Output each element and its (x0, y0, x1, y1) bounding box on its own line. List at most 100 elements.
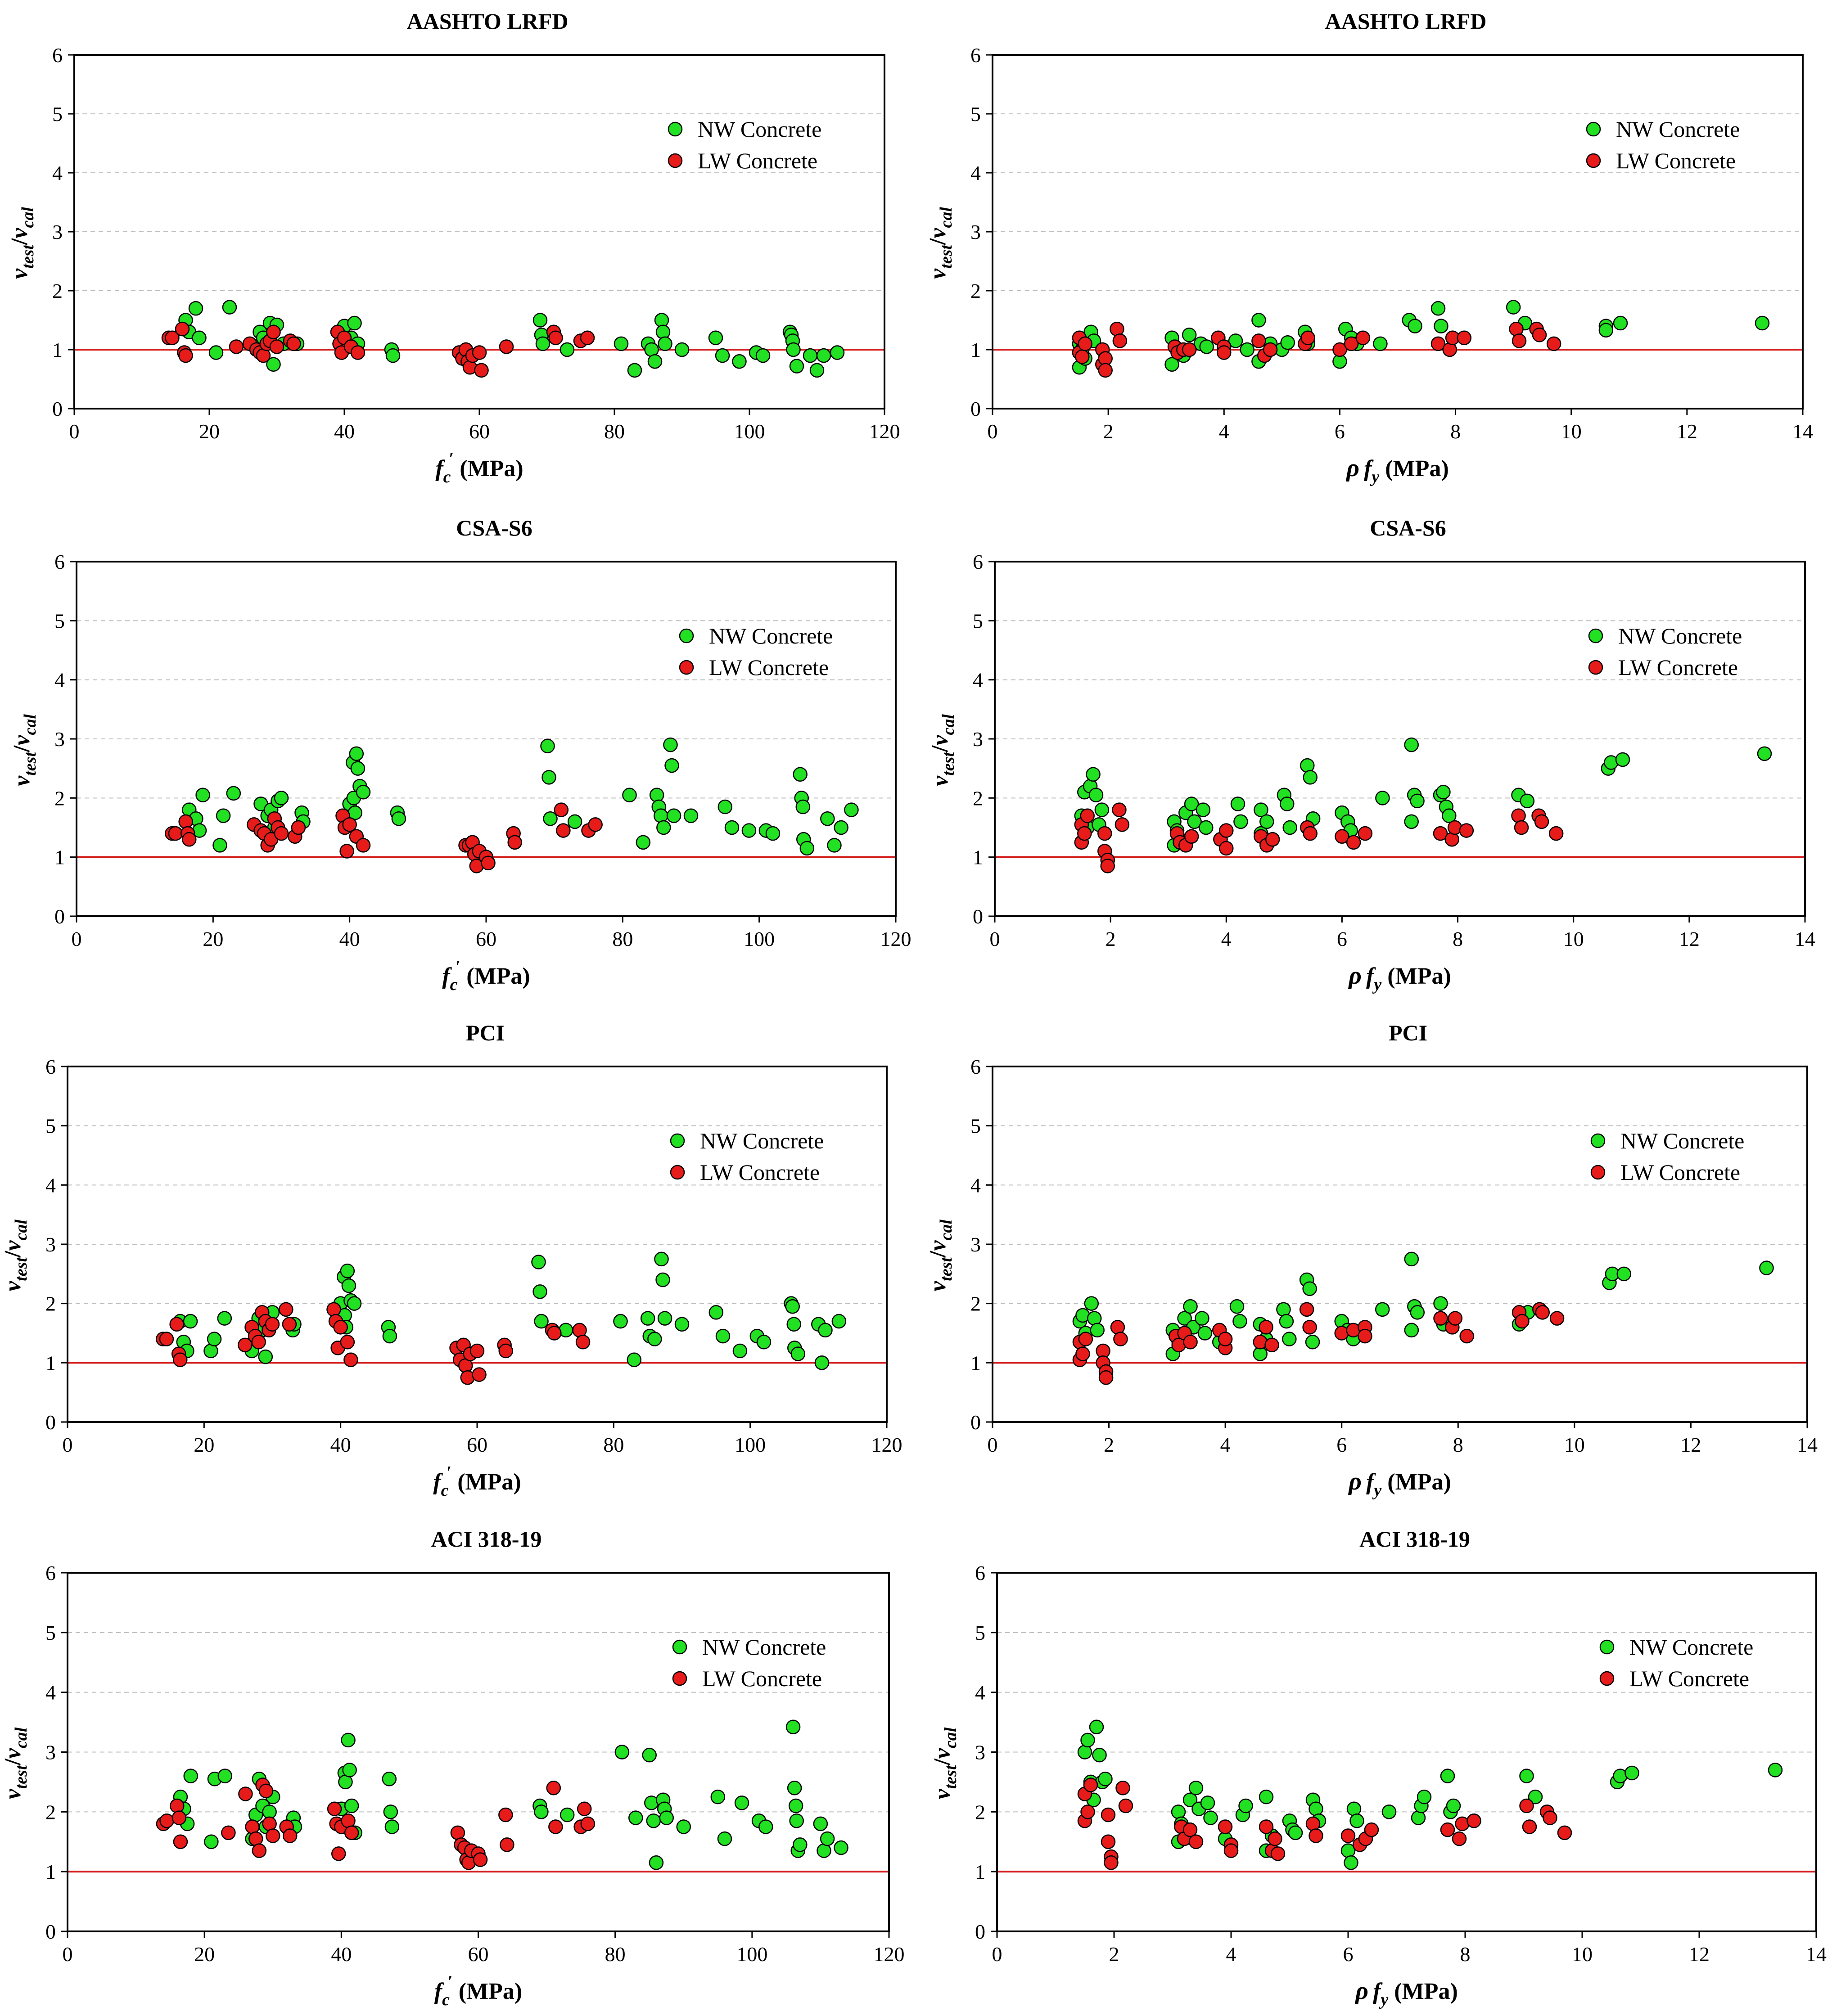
series-lw-points (1072, 1302, 1565, 1385)
x-axis-label-prime: ′ (449, 450, 454, 468)
nw-data-point (183, 1768, 198, 1783)
y-axis-label-v2: v (925, 1240, 951, 1251)
nw-data-point (708, 1305, 724, 1320)
x-axis-label: ρ fy (MPa) (1348, 1467, 1451, 1500)
y-tick-label: 1 (52, 338, 63, 361)
nw-data-point (1199, 339, 1214, 354)
lw-data-point (178, 814, 193, 829)
nw-data-point (222, 300, 237, 315)
nw-data-point (649, 788, 664, 803)
y-tick-label: 1 (970, 338, 981, 361)
y-axis-label-sub-test: test (18, 244, 37, 269)
nw-data-point (540, 738, 555, 754)
lw-data-point (327, 1801, 342, 1816)
lw-data-point (1078, 336, 1092, 351)
nw-data-point (646, 1814, 661, 1828)
nw-data-point (1238, 1798, 1253, 1814)
x-tick-label: 120 (880, 927, 911, 950)
series-nw-points (1072, 300, 1770, 375)
nw-data-point (385, 348, 401, 363)
y-tick-label: 3 (54, 728, 65, 751)
nw-data-point (664, 758, 679, 773)
nw-data-point (192, 330, 207, 346)
nw-data-point (715, 348, 730, 363)
y-tick-label: 2 (970, 279, 981, 302)
x-tick-label: 2 (1109, 1943, 1119, 1966)
nw-data-point (1233, 814, 1248, 829)
nw-data-point (1077, 1745, 1092, 1760)
nw-data-point (1183, 1299, 1198, 1314)
nw-data-point (758, 1819, 773, 1834)
lw-data-point (269, 339, 284, 354)
lw-data-point (326, 1302, 341, 1317)
x-axis-label-sub: c (442, 1990, 450, 2009)
lw-data-point (339, 844, 354, 859)
x-tick-label: 8 (1453, 1433, 1463, 1456)
lw-data-point (473, 1852, 488, 1867)
lw-data-point (548, 330, 563, 346)
nw-data-point (656, 820, 671, 835)
lw-data-point (554, 802, 569, 817)
x-tick-label: 14 (1792, 420, 1813, 443)
legend-lw-marker (1599, 1671, 1615, 1686)
lw-data-point (245, 1819, 260, 1834)
nw-data-point (1088, 788, 1104, 803)
y-axis-label: vtest/vcal (0, 1220, 31, 1292)
lw-data-point (1075, 349, 1090, 364)
lw-data-point (1448, 1311, 1463, 1326)
x-tick-label: 0 (990, 927, 1000, 950)
nw-data-point (717, 799, 733, 814)
lw-data-point (168, 826, 183, 841)
nw-data-point (817, 1843, 831, 1858)
nw-data-point (799, 841, 815, 856)
nw-data-point (1755, 315, 1770, 331)
nw-data-point (1506, 300, 1521, 315)
x-tick-label: 100 (734, 420, 765, 443)
y-tick-label: 4 (975, 1681, 985, 1704)
nw-data-point (1098, 1772, 1113, 1786)
y-tick-label: 0 (970, 1411, 981, 1434)
nw-data-point (534, 1804, 549, 1819)
lw-data-point (500, 1837, 514, 1852)
nw-data-point (741, 823, 757, 838)
nw-data-point (1381, 1804, 1397, 1819)
y-tick-label: 4 (54, 669, 65, 692)
y-tick-label: 2 (54, 787, 65, 810)
x-axis-label-unit: (MPa) (1388, 1979, 1457, 2004)
lw-data-point (507, 835, 522, 850)
lw-data-point (1358, 826, 1373, 841)
lw-data-point (1083, 1778, 1098, 1792)
x-tick-label: 8 (1450, 420, 1461, 443)
nw-data-point (532, 313, 548, 328)
lw-data-point (1259, 1819, 1274, 1834)
lw-data-point (1514, 820, 1529, 835)
y-tick-label: 4 (45, 1174, 56, 1197)
lw-data-point (1335, 829, 1349, 844)
y-axis-label-v: v (0, 1281, 26, 1292)
lw-data-point (556, 823, 571, 838)
x-tick-label: 0 (72, 927, 82, 950)
x-tick-label: 8 (1460, 1943, 1471, 1966)
legend-nw-label: NW Concrete (1618, 623, 1742, 648)
nw-data-point (834, 820, 848, 835)
y-axis-label-v2: v (9, 735, 35, 746)
chart-title: ACI 318-19 (1359, 1526, 1470, 1552)
lw-data-point (266, 1828, 280, 1843)
lw-data-point (1265, 832, 1280, 847)
chart-title: AASHTO LRFD (1325, 9, 1487, 34)
lw-data-point (342, 817, 357, 832)
y-tick-label: 1 (45, 1351, 56, 1374)
nw-data-point (1280, 335, 1295, 350)
y-axis-label-sub-cal: cal (12, 1220, 31, 1241)
lw-data-point (356, 838, 371, 853)
lw-data-point (178, 348, 193, 363)
lw-data-point (1534, 814, 1549, 829)
y-axis-label-sub-cal: cal (939, 714, 958, 735)
nw-data-point (834, 1840, 848, 1855)
nw-data-point (1196, 802, 1211, 817)
nw-data-point (830, 345, 845, 360)
lw-data-point (340, 1335, 355, 1350)
nw-data-point (1519, 1768, 1534, 1783)
nw-data-point (734, 1796, 749, 1810)
